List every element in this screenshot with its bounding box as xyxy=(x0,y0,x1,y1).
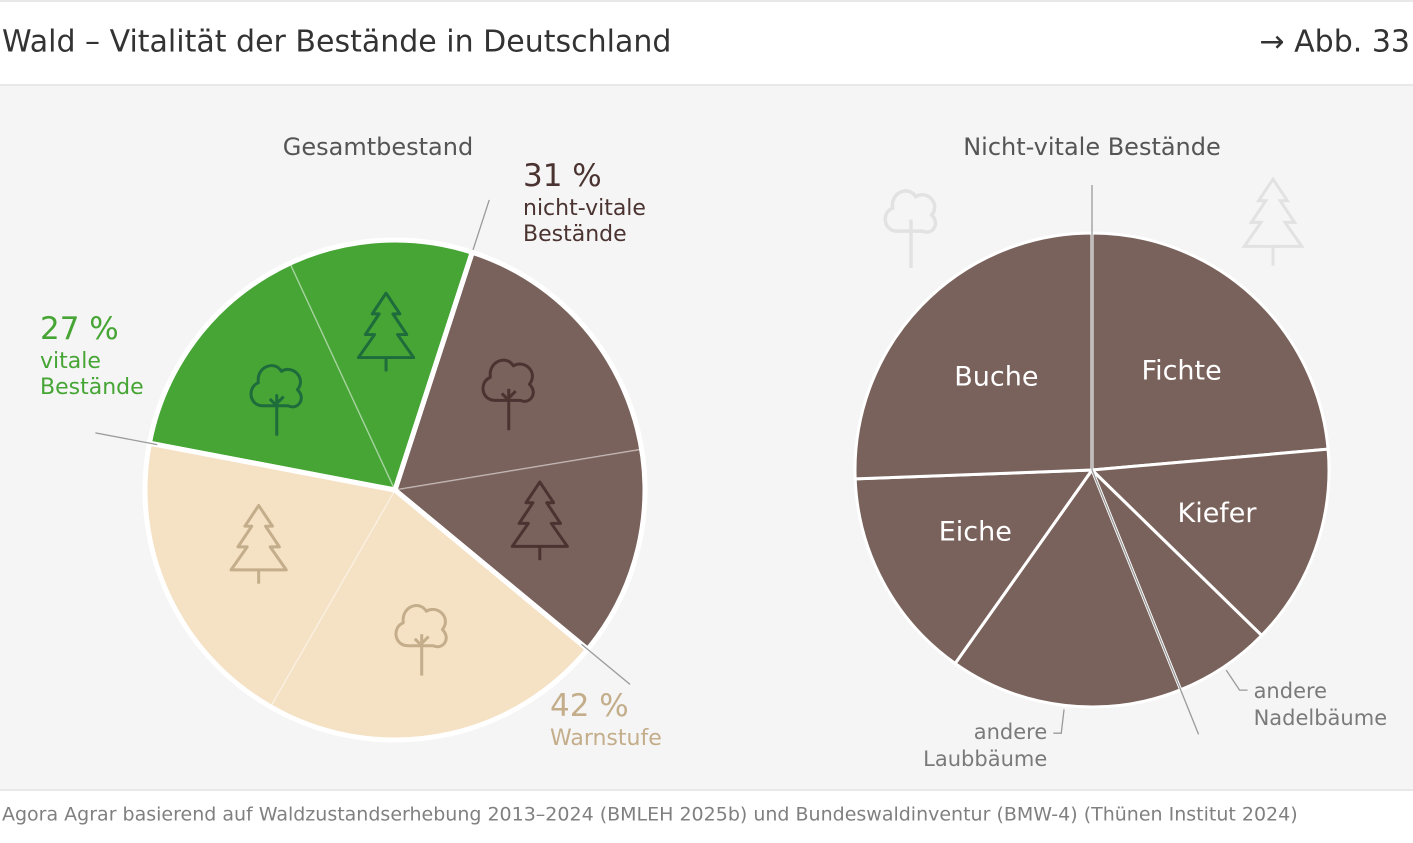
chart-title: Nicht-vitale Bestände xyxy=(963,133,1221,161)
pie-slice xyxy=(1090,231,1330,472)
tree-icon xyxy=(481,358,535,431)
pie-group xyxy=(142,440,591,743)
pie-group xyxy=(146,237,475,493)
tree-icon xyxy=(356,291,416,372)
callout-line xyxy=(581,643,631,685)
icon-stroke xyxy=(229,503,288,572)
figure-number: → Abb. 33 xyxy=(1259,25,1410,60)
group-label: 31 % nicht-vitale Bestände xyxy=(523,156,673,248)
slice-label: Fichte xyxy=(1142,356,1222,387)
icon-stroke xyxy=(356,291,416,360)
icon-stroke xyxy=(249,364,303,409)
leader-line xyxy=(1053,709,1065,734)
icon-stroke xyxy=(268,395,285,407)
pie-slice xyxy=(953,468,1183,709)
group-name: vitale Bestände xyxy=(40,349,144,400)
group-name: Warnstufe xyxy=(550,726,662,751)
pie-slice xyxy=(853,468,1094,665)
icon-stroke xyxy=(394,604,448,649)
group-label: 42 % Warnstufe xyxy=(550,686,700,752)
decor-icon xyxy=(883,189,938,268)
tree-icon xyxy=(394,604,448,676)
slice-label: Kiefer xyxy=(1177,498,1257,529)
tree-icon xyxy=(510,480,569,561)
icon-stroke xyxy=(500,390,517,402)
slice-label: andere Nadelbäume xyxy=(1253,679,1388,731)
callout-line xyxy=(95,432,158,446)
slice-label: Eiche xyxy=(939,517,1012,548)
slice-label: andere Laubbäume xyxy=(923,720,1048,772)
group-value: 31 % xyxy=(523,158,602,194)
pie-slice xyxy=(1090,447,1331,637)
tree-icon xyxy=(249,364,303,436)
divider-line xyxy=(1091,469,1200,735)
icon-stroke xyxy=(481,358,535,403)
slice-label: Buche xyxy=(954,361,1038,392)
group-label: 27 % vitale Bestände xyxy=(40,309,190,401)
icon-stroke xyxy=(413,635,430,647)
pie-slice xyxy=(853,231,1094,481)
pie-group xyxy=(392,249,648,652)
group-value: 27 % xyxy=(40,311,119,347)
group-name: nicht-vitale Bestände xyxy=(523,196,646,247)
tree-icon xyxy=(229,503,288,584)
source: Agora Agrar basierend auf Waldzustandser… xyxy=(2,804,1298,826)
group-value: 42 % xyxy=(550,688,629,724)
page-title: Wald – Vitalität der Bestände in Deutsch… xyxy=(2,25,671,60)
leader-line xyxy=(1225,669,1248,691)
icon-stroke xyxy=(510,480,569,548)
decor-icon xyxy=(1241,176,1305,266)
chart-title: Gesamtbestand xyxy=(283,133,473,161)
